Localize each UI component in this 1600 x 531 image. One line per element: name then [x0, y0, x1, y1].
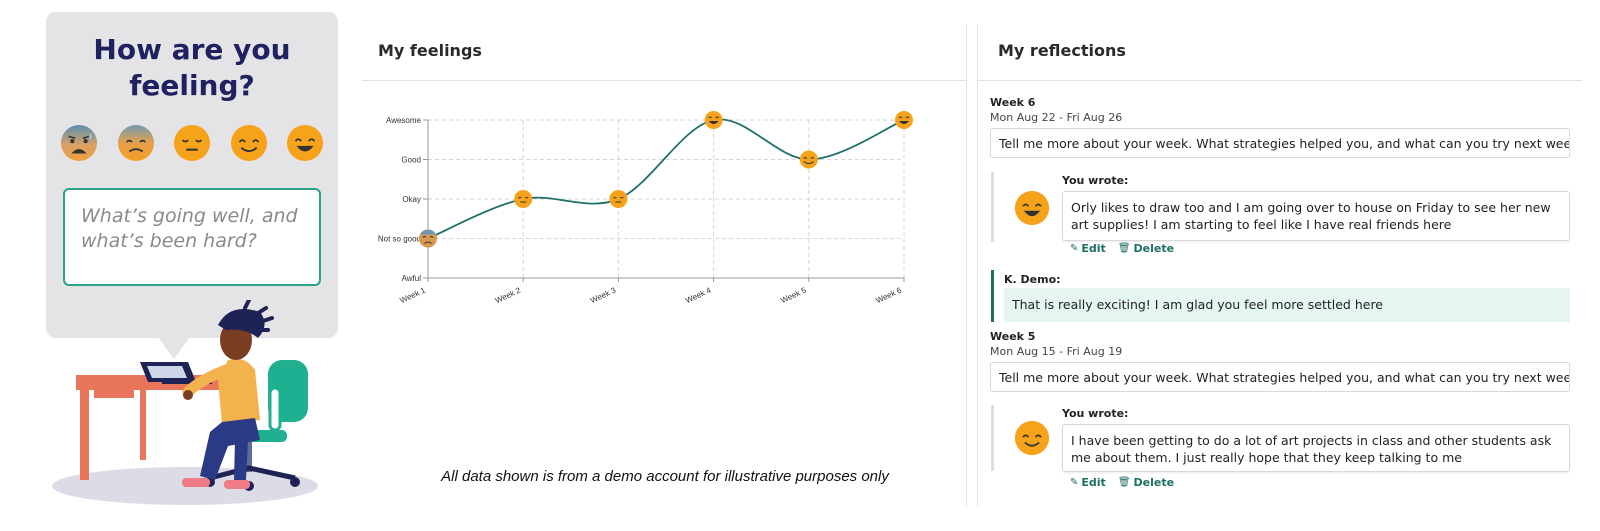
week-label: Week 6: [990, 96, 1036, 109]
y-tick-label: Awesome: [386, 116, 422, 125]
x-tick-label: Week 6: [875, 285, 904, 305]
trash-icon: 🗑: [1117, 477, 1131, 488]
week-label: Week 5: [990, 330, 1036, 343]
reflection-prompt: Tell me more about your week. What strat…: [990, 128, 1570, 158]
reflection-prompt: Tell me more about your week. What strat…: [990, 362, 1570, 392]
coach-name: K. Demo:: [1004, 273, 1061, 286]
reflections-heading: My reflections: [998, 41, 1126, 60]
entry-actions: ✎ Edit 🗑 Delete: [1070, 242, 1174, 255]
awesome-face-icon: [1014, 190, 1050, 226]
coach-indent-bar: [991, 270, 994, 322]
demo-disclaimer: All data shown is from a demo account fo…: [441, 468, 889, 485]
panel-divider-right: [977, 24, 978, 506]
you-wrote-label: You wrote:: [1062, 174, 1129, 187]
panel-divider-left: [966, 24, 967, 506]
entry-actions: ✎ Edit 🗑 Delete: [1070, 476, 1174, 489]
data-point-emoji: [704, 111, 723, 129]
week-dates: Mon Aug 22 - Fri Aug 26: [990, 111, 1123, 124]
good-face-icon: [1014, 420, 1050, 456]
awful-face-icon[interactable]: [60, 124, 98, 162]
x-tick-label: Week 5: [779, 285, 808, 305]
y-tick-label: Good: [401, 156, 421, 165]
reflection-entry: Orly likes to draw too and I am going ov…: [1062, 191, 1570, 241]
awesome-face-icon[interactable]: [286, 124, 324, 162]
x-tick-label: Week 1: [399, 285, 428, 305]
you-wrote-label: You wrote:: [1062, 407, 1129, 420]
data-point-emoji: [895, 111, 913, 129]
check-in-title: How are you feeling?: [46, 32, 338, 104]
edit-label: Edit: [1081, 242, 1106, 255]
data-point-emoji: [799, 150, 818, 169]
check-in-bubble: How are you feeling?: [46, 12, 338, 338]
okay-face-icon[interactable]: [173, 124, 211, 162]
delete-button[interactable]: 🗑 Delete: [1118, 476, 1174, 489]
trash-icon: 🗑: [1117, 243, 1131, 254]
y-tick-label: Awful: [402, 274, 422, 283]
delete-label: Delete: [1133, 476, 1175, 489]
reflection-input[interactable]: What’s going well, and what’s been hard?: [63, 188, 321, 286]
y-tick-label: Okay: [402, 195, 421, 204]
y-tick-label: Not so good: [378, 235, 421, 244]
data-point-emoji: [514, 190, 533, 208]
pencil-icon: ✎: [1070, 477, 1079, 488]
x-tick-label: Week 3: [589, 285, 618, 305]
check-in-title-line2: feeling?: [129, 69, 255, 102]
entry-indent-bar: [991, 172, 994, 242]
student-at-desk-illustration: [52, 300, 318, 505]
edit-button[interactable]: ✎ Edit: [1070, 476, 1106, 489]
not-so-good-face-icon[interactable]: [117, 124, 155, 162]
x-tick-label: Week 4: [684, 285, 713, 305]
feelings-header-divider: [362, 80, 967, 81]
feelings-line: [427, 118, 905, 240]
feelings-chart: Awful Not so good Okay Good Awesome Week 1 Wee…: [378, 111, 913, 305]
reflections-header-divider: [978, 80, 1582, 81]
coach-comment: That is really exciting! I am glad you f…: [1004, 288, 1570, 322]
good-face-icon[interactable]: [230, 124, 268, 162]
reflection-entry: I have been getting to do a lot of art p…: [1062, 424, 1570, 472]
mood-picker: [60, 124, 324, 162]
x-tick-label: Week 2: [494, 285, 523, 305]
edit-label: Edit: [1081, 476, 1106, 489]
pencil-icon: ✎: [1070, 243, 1079, 254]
entry-indent-bar: [991, 405, 994, 471]
delete-button[interactable]: 🗑 Delete: [1118, 242, 1174, 255]
edit-button[interactable]: ✎ Edit: [1070, 242, 1106, 255]
data-point-emoji: [419, 229, 437, 248]
delete-label: Delete: [1133, 242, 1175, 255]
bubble-tail: [158, 337, 190, 359]
week-dates: Mon Aug 15 - Fri Aug 19: [990, 345, 1123, 358]
data-point-emoji: [609, 190, 628, 208]
check-in-title-line1: How are you: [93, 33, 291, 66]
feelings-heading: My feelings: [378, 41, 482, 60]
